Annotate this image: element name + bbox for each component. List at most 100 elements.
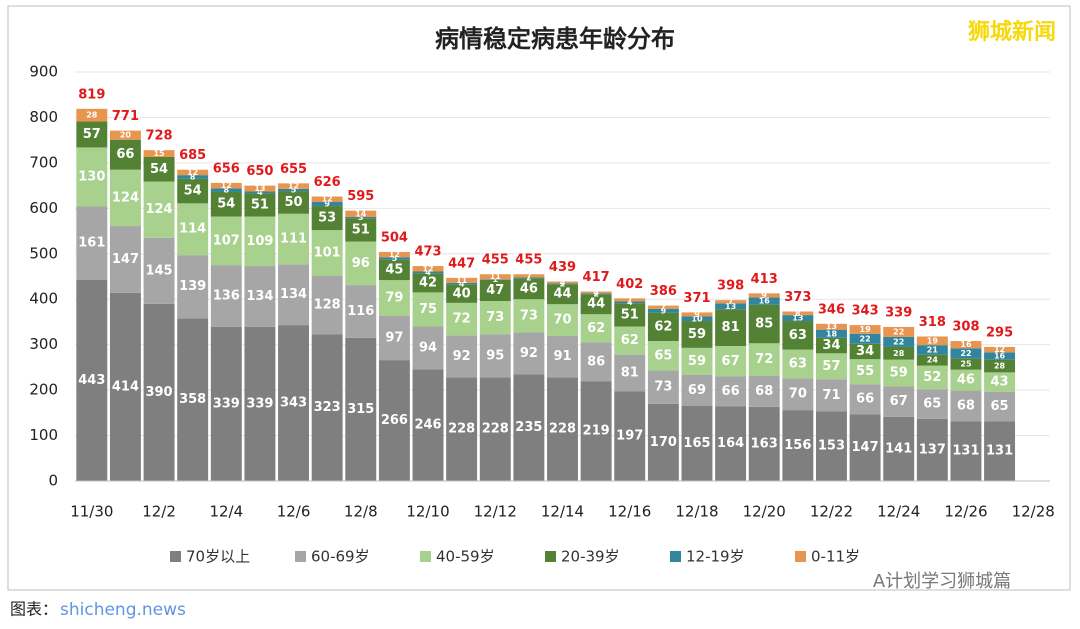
- y-tick-label: 500: [29, 244, 58, 262]
- bar-segment: [311, 196, 343, 202]
- bar-segment: [916, 365, 948, 390]
- bar-segment: [278, 191, 309, 214]
- value-label: 14: [355, 209, 367, 218]
- bar-segment: [916, 336, 948, 346]
- bar-segment: [984, 372, 1016, 392]
- total-label: 417: [583, 270, 610, 285]
- bar-segment: [412, 326, 444, 370]
- bar-segment: [580, 291, 612, 294]
- value-label: 79: [385, 291, 403, 306]
- bar-segment: [547, 281, 578, 284]
- value-label: 128: [314, 298, 341, 313]
- value-label: 28: [994, 362, 1006, 371]
- value-label: 145: [145, 263, 172, 278]
- bar-segment: [76, 121, 108, 148]
- value-label: 339: [246, 396, 273, 411]
- value-label: 124: [145, 202, 172, 217]
- total-label: 402: [616, 277, 643, 292]
- value-label: 266: [381, 413, 408, 428]
- bar-segment: [715, 303, 747, 310]
- x-tick-label: 12/16: [608, 503, 651, 521]
- value-label: 170: [650, 435, 677, 450]
- value-label: 86: [587, 354, 605, 369]
- bar-segment: [278, 264, 309, 326]
- y-tick-label: 600: [29, 199, 58, 217]
- bar-segment: [244, 191, 276, 194]
- value-label: 5: [291, 185, 297, 194]
- bar-segment: [614, 326, 646, 355]
- value-label: 94: [419, 340, 437, 355]
- total-label: 473: [414, 245, 441, 260]
- value-label: 8: [224, 186, 230, 195]
- bar-segment: [916, 418, 948, 481]
- bar-segment: [782, 378, 814, 411]
- value-label: 22: [860, 334, 871, 343]
- bar-segment: [883, 416, 915, 481]
- bar-segment: [950, 348, 982, 359]
- bar-segment: [715, 406, 747, 481]
- value-label: 390: [145, 385, 172, 400]
- value-label: 53: [318, 211, 336, 226]
- bar-segment: [378, 280, 410, 317]
- bar-segment: [177, 318, 209, 481]
- value-label: 147: [112, 252, 139, 267]
- bar-segment: [378, 251, 410, 258]
- value-label: 71: [822, 388, 840, 403]
- bar-segment: [177, 203, 209, 256]
- value-label: 124: [112, 190, 139, 205]
- bar-segment: [849, 359, 881, 385]
- y-tick-label: 200: [29, 381, 58, 399]
- value-label: 51: [251, 197, 269, 212]
- bar-segment: [109, 139, 141, 170]
- bar-segment: [580, 381, 612, 481]
- bar-segment: [950, 369, 982, 391]
- bar-segment: [479, 301, 511, 335]
- bar-segment: [547, 377, 578, 481]
- bar-segment: [681, 406, 713, 481]
- bar-segment: [446, 377, 478, 481]
- value-label: 139: [179, 279, 206, 294]
- bar-segment: [177, 175, 209, 179]
- value-label: 339: [213, 396, 240, 411]
- value-label: 16: [759, 297, 771, 306]
- bar-segment: [950, 341, 982, 349]
- bar-segment: [883, 336, 915, 347]
- bar-segment: [883, 386, 915, 417]
- bar-segment: [614, 354, 646, 392]
- value-label: 114: [179, 222, 206, 237]
- value-label: 12: [994, 345, 1005, 354]
- value-label: 5: [392, 254, 398, 263]
- value-label: 46: [957, 373, 975, 388]
- value-label: 136: [213, 289, 240, 304]
- bar-segment: [547, 283, 578, 285]
- value-label: 9: [324, 200, 330, 209]
- x-tick-label: 12/6: [277, 503, 311, 521]
- bar-segment: [244, 216, 276, 267]
- value-label: 25: [960, 359, 972, 368]
- bar-segment: [210, 326, 242, 481]
- site: shicheng.news: [60, 600, 186, 620]
- value-label: 51: [352, 222, 370, 237]
- value-label: 7: [661, 303, 667, 312]
- bar-segment: [76, 279, 108, 481]
- value-label: 65: [923, 396, 941, 411]
- value-label: 19: [927, 336, 939, 345]
- bar-segment: [244, 185, 276, 192]
- value-label: 235: [515, 420, 542, 435]
- value-label: 228: [448, 422, 475, 437]
- value-label: 3: [358, 213, 364, 222]
- bar-segment: [647, 341, 679, 371]
- source: 图表：: [10, 600, 58, 619]
- value-label: 92: [520, 346, 538, 361]
- value-label: 46: [520, 281, 538, 296]
- value-label: 116: [347, 304, 374, 319]
- value-label: 91: [553, 349, 571, 364]
- bar-segment: [412, 271, 444, 274]
- value-label: 358: [179, 392, 206, 407]
- value-label: 45: [385, 262, 403, 277]
- value-label: 57: [83, 127, 101, 142]
- total-label: 439: [549, 260, 576, 275]
- value-label: 9: [761, 291, 767, 300]
- bar-segment: [748, 406, 780, 481]
- value-label: 16: [994, 352, 1006, 361]
